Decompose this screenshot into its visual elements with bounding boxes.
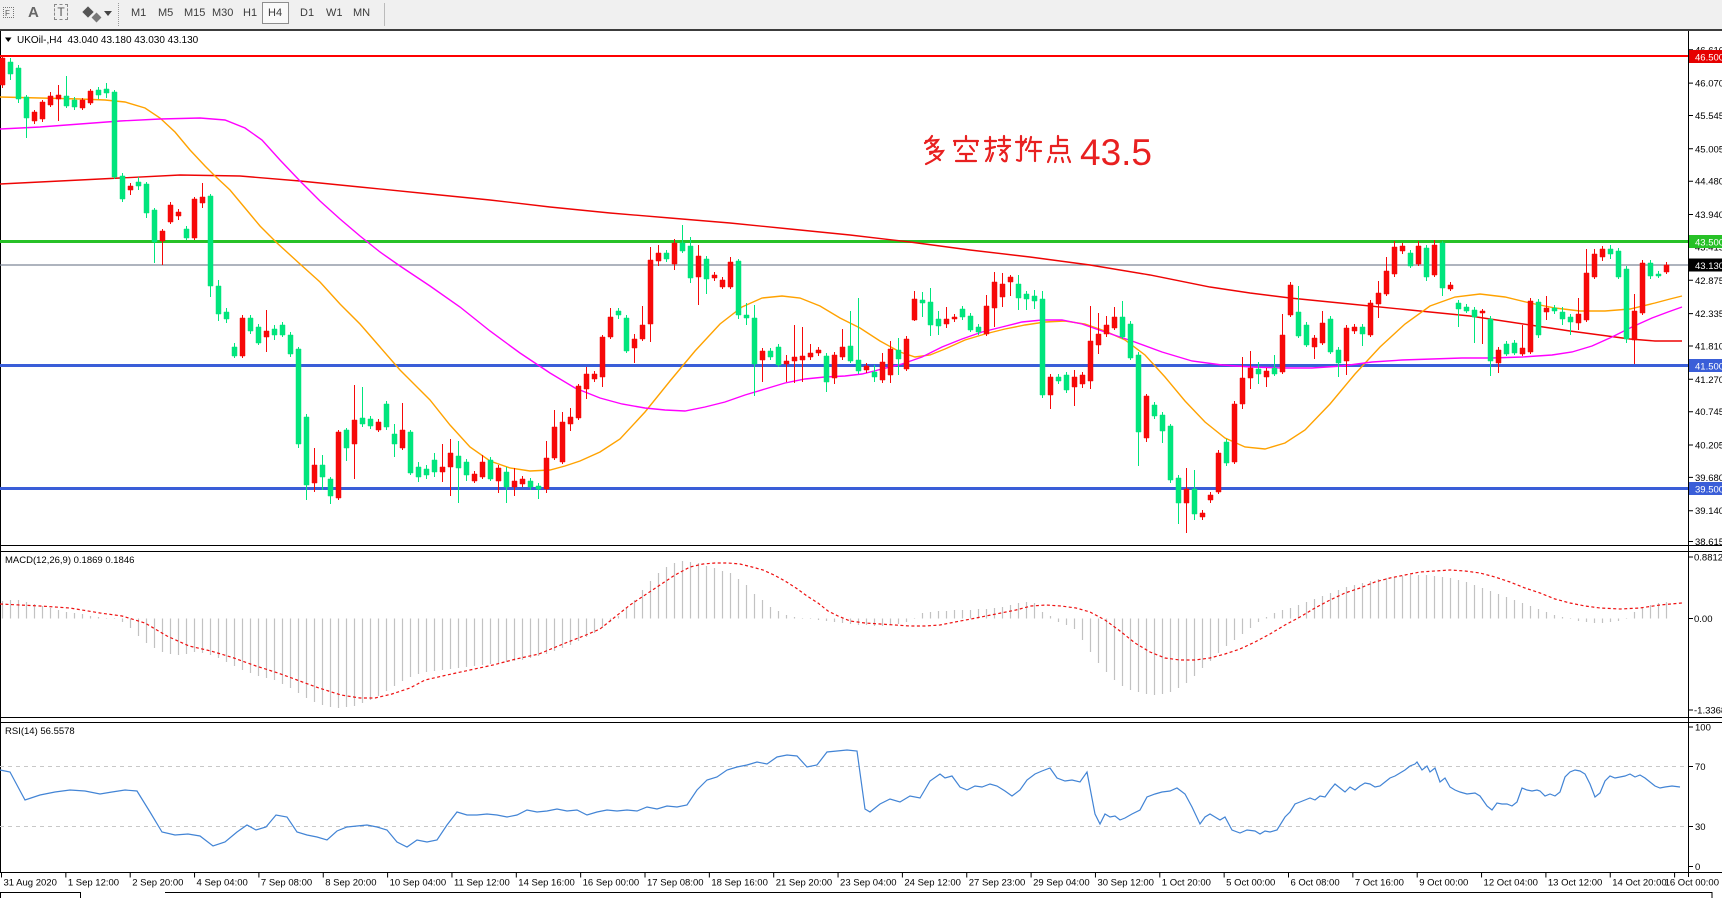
svg-text:11 Sep 12:00: 11 Sep 12:00 xyxy=(454,878,510,889)
svg-text:-1.3368: -1.3368 xyxy=(1694,706,1722,717)
svg-text:16 Oct 00:00: 16 Oct 00:00 xyxy=(1665,878,1719,889)
svg-text:41.270: 41.270 xyxy=(1695,375,1722,386)
svg-text:13 Oct 12:00: 13 Oct 12:00 xyxy=(1548,878,1602,889)
svg-text:41.500: 41.500 xyxy=(1695,362,1722,373)
svg-text:7 Oct 16:00: 7 Oct 16:00 xyxy=(1355,878,1404,889)
svg-text:45.005: 45.005 xyxy=(1695,144,1722,155)
svg-text:44.480: 44.480 xyxy=(1695,177,1722,188)
svg-text:7 Sep 08:00: 7 Sep 08:00 xyxy=(261,878,312,889)
svg-text:0.8812: 0.8812 xyxy=(1694,553,1722,564)
svg-text:38.615: 38.615 xyxy=(1695,537,1722,548)
svg-text:30: 30 xyxy=(1695,822,1706,833)
svg-text:70: 70 xyxy=(1695,762,1706,773)
svg-text:45.545: 45.545 xyxy=(1695,111,1722,122)
svg-text:39.680: 39.680 xyxy=(1695,473,1722,484)
svg-text:41.810: 41.810 xyxy=(1695,342,1722,353)
svg-text:42.875: 42.875 xyxy=(1695,276,1722,287)
svg-text:MACD(12,26,9) 0.1869 0.1846: MACD(12,26,9) 0.1869 0.1846 xyxy=(5,555,134,566)
svg-text:0.00: 0.00 xyxy=(1694,614,1713,625)
svg-text:43.130: 43.130 xyxy=(1695,261,1722,272)
svg-text:42.335: 42.335 xyxy=(1695,309,1722,320)
svg-text:RSI(14) 56.5578: RSI(14) 56.5578 xyxy=(5,726,75,737)
svg-text:43.500: 43.500 xyxy=(1695,238,1722,249)
svg-text:4 Sep 04:00: 4 Sep 04:00 xyxy=(197,878,248,889)
svg-text:2 Sep 20:00: 2 Sep 20:00 xyxy=(132,878,183,889)
svg-text:39.500: 39.500 xyxy=(1695,485,1722,496)
svg-text:40.205: 40.205 xyxy=(1695,441,1722,452)
svg-text:30 Sep 12:00: 30 Sep 12:00 xyxy=(1097,878,1154,889)
svg-text:8 Sep 20:00: 8 Sep 20:00 xyxy=(325,878,376,889)
svg-text:9 Oct 00:00: 9 Oct 00:00 xyxy=(1419,878,1468,889)
svg-text:17 Sep 08:00: 17 Sep 08:00 xyxy=(647,878,704,889)
svg-text:1 Oct 20:00: 1 Oct 20:00 xyxy=(1162,878,1211,889)
svg-text:100: 100 xyxy=(1695,723,1711,734)
svg-text:43.940: 43.940 xyxy=(1695,210,1722,221)
svg-text:12 Oct 04:00: 12 Oct 04:00 xyxy=(1484,878,1538,889)
svg-text:29 Sep 04:00: 29 Sep 04:00 xyxy=(1033,878,1090,889)
svg-text:43.5: 43.5 xyxy=(1080,132,1152,173)
svg-text:14 Sep 16:00: 14 Sep 16:00 xyxy=(518,878,575,889)
svg-text:46.500: 46.500 xyxy=(1695,53,1722,64)
svg-text:14 Oct 20:00: 14 Oct 20:00 xyxy=(1612,878,1666,889)
svg-text:23 Sep 04:00: 23 Sep 04:00 xyxy=(840,878,897,889)
svg-text:1 Sep 12:00: 1 Sep 12:00 xyxy=(68,878,119,889)
svg-text:27 Sep 23:00: 27 Sep 23:00 xyxy=(969,878,1026,889)
svg-text:5 Oct 00:00: 5 Oct 00:00 xyxy=(1226,878,1275,889)
svg-text:18 Sep 16:00: 18 Sep 16:00 xyxy=(711,878,768,889)
svg-text:UKOil-,H4 43.040 43.180 43.03: UKOil-,H4 43.040 43.180 43.030 43.130 xyxy=(17,35,199,46)
svg-text:21 Sep 20:00: 21 Sep 20:00 xyxy=(776,878,833,889)
svg-text:46.070: 46.070 xyxy=(1695,79,1722,90)
svg-text:10 Sep 04:00: 10 Sep 04:00 xyxy=(390,878,447,889)
svg-text:6 Oct 08:00: 6 Oct 08:00 xyxy=(1291,878,1340,889)
svg-text:24 Sep 12:00: 24 Sep 12:00 xyxy=(904,878,961,889)
svg-text:0: 0 xyxy=(1695,862,1700,873)
svg-text:39.140: 39.140 xyxy=(1695,506,1722,517)
svg-text:16 Sep 00:00: 16 Sep 00:00 xyxy=(583,878,640,889)
svg-text:31 Aug 2020: 31 Aug 2020 xyxy=(4,878,57,889)
svg-text:40.745: 40.745 xyxy=(1695,407,1722,418)
